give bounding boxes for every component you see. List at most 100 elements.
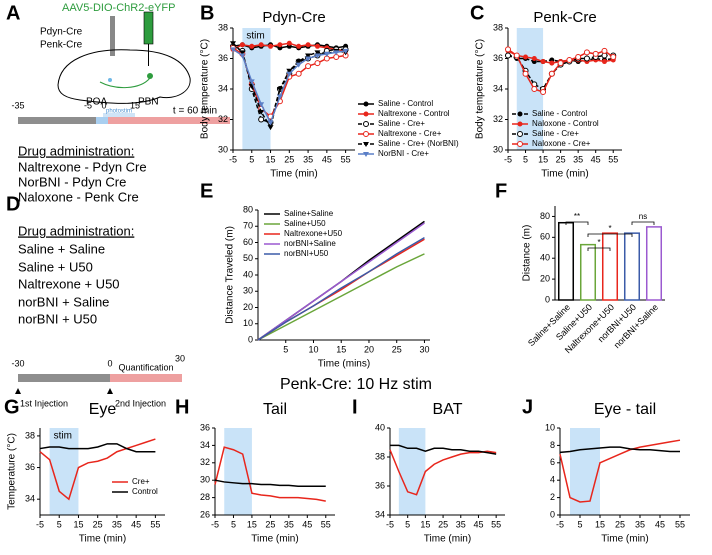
point — [258, 102, 265, 108]
y-axis-label: Temperature (°C) — [7, 433, 18, 510]
point — [305, 42, 311, 48]
x-tick-label: 35 — [303, 154, 313, 164]
point — [523, 54, 529, 60]
point — [286, 68, 293, 74]
panel-letter: J — [522, 396, 533, 418]
y-tick-label: 30 — [218, 144, 228, 154]
point — [583, 49, 590, 56]
series-line — [390, 444, 497, 455]
point — [549, 60, 555, 66]
y-tick-label: 40 — [375, 422, 385, 432]
x-tick-label: 55 — [491, 519, 501, 529]
x-tick-label: 55 — [341, 154, 351, 164]
point — [305, 56, 312, 62]
point — [323, 51, 330, 57]
series-line — [39, 443, 156, 453]
chart-title: Pdyn-Cre — [262, 9, 325, 26]
point — [601, 59, 607, 65]
x-tick-label: -5 — [556, 519, 564, 529]
x-tick-label: 55 — [608, 154, 618, 164]
x-tick-label: 25 — [438, 519, 448, 529]
x-tick-label: 5 — [249, 154, 254, 164]
timeline-post — [108, 117, 230, 124]
y-tick-label: 32 — [200, 457, 210, 467]
y-tick-label: 32 — [218, 114, 228, 124]
x-tick-label: -5 — [211, 519, 219, 529]
point — [239, 53, 246, 59]
y-tick-label: 34 — [200, 440, 210, 450]
point — [295, 59, 302, 65]
stim-region — [516, 28, 544, 150]
legend-label: norBNI+Saline — [284, 239, 336, 248]
series-line — [559, 446, 680, 454]
series-line — [214, 446, 326, 502]
x-tick-label: -5 — [36, 519, 44, 529]
point — [505, 46, 511, 53]
x-tick-label: 15 — [266, 154, 276, 164]
point — [314, 43, 320, 49]
y-tick-label: 70 — [243, 221, 253, 231]
legend-label: NorBNI - Cre+ — [378, 149, 429, 158]
chart-title: Tail — [263, 401, 287, 418]
point — [268, 43, 274, 49]
point — [295, 62, 302, 68]
y-tick-label: 20 — [540, 273, 550, 283]
point — [258, 109, 265, 115]
x-tick-label: 15 — [336, 344, 346, 354]
y-tick-label: 80 — [540, 211, 550, 221]
series-line — [214, 479, 326, 488]
x-tick-label: 35 — [284, 519, 294, 529]
x-tick-label: 35 — [112, 519, 122, 529]
legend-label: Saline - Cre+ (NorBNI) — [378, 139, 459, 148]
y-tick-label: 38 — [218, 22, 228, 32]
diagram-a: AAV5-DIO-ChR2-eYFP Pdyn-Cre Penk-Cre POA… — [11, 2, 230, 204]
chart-title: Penk-Cre — [533, 9, 596, 26]
x-axis-label: Time (min) — [601, 534, 648, 545]
stim-region — [49, 428, 79, 515]
point — [601, 47, 608, 54]
point — [540, 59, 546, 65]
mouse-line: Pdyn-Cre — [40, 27, 83, 38]
point — [305, 63, 312, 70]
timeline-label: 30 — [175, 353, 185, 363]
point — [267, 125, 274, 131]
bar — [623, 232, 641, 301]
drug-item: norBNI + Saline — [18, 294, 109, 309]
timeline-stim — [96, 117, 108, 124]
legend-label: Saline - Control — [532, 109, 587, 118]
photostim-bar — [103, 113, 135, 117]
panel-letter: G — [4, 396, 20, 418]
y-axis-label: Body temperature (°C) — [475, 39, 486, 139]
point — [305, 53, 312, 59]
point — [333, 50, 340, 56]
y-tick-label: 40 — [243, 269, 253, 279]
legend-label: Naloxone - Cre+ — [532, 139, 591, 148]
timeline-label: 15 — [130, 100, 140, 110]
legend-label: norBNI+U50 — [284, 249, 329, 258]
drug-item: Saline + Saline — [18, 241, 105, 256]
point — [258, 116, 265, 123]
x-tick-label: 5 — [405, 519, 410, 529]
x-axis-label: Time (min) — [251, 534, 298, 545]
stim-label: stim — [54, 431, 72, 442]
point — [363, 111, 369, 117]
x-tick-label: 55 — [321, 519, 331, 529]
series-line — [257, 253, 425, 341]
section-title: Penk-Cre: 10 Hz stim — [280, 376, 432, 393]
legend-label: Naltrexone+U50 — [284, 229, 343, 238]
diagram-d: Drug administration: Saline + Saline Sal… — [11, 223, 185, 408]
bar — [579, 243, 597, 301]
point — [239, 50, 246, 56]
x-axis-label: Time (min) — [424, 534, 471, 545]
timeline-label: 0 — [101, 100, 106, 110]
y-tick-label: 50 — [243, 253, 253, 263]
point — [517, 111, 523, 117]
point — [517, 131, 523, 137]
point — [314, 50, 321, 56]
panel-letter: C — [470, 2, 484, 24]
x-tick-label: -5 — [504, 154, 512, 164]
point — [548, 70, 555, 77]
point — [592, 50, 599, 57]
x-tick-label: 5 — [523, 154, 528, 164]
y-tick-label: 28 — [200, 492, 210, 502]
